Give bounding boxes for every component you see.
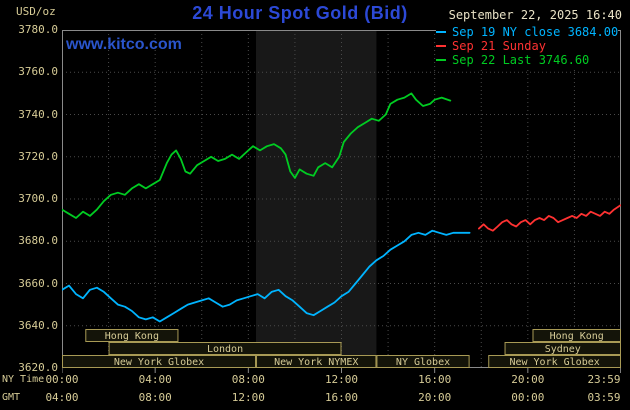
kitco-website-link[interactable]: www.kitco.com [66, 36, 182, 53]
y-tick-label: 3640.0 [18, 318, 58, 332]
y-tick-label: 3620.0 [18, 361, 58, 374]
x-tick-label-gmt: 08:00 [138, 391, 172, 404]
y-axis-units-label: USD/oz [16, 5, 56, 18]
legend-item-sep22: Sep 22 Last 3746.60 [436, 53, 619, 67]
y-tick-label: 3660.0 [18, 276, 58, 290]
y-tick-label: 3720.0 [18, 149, 58, 163]
session-box-new-york-globex [62, 355, 257, 368]
session-label-london: London [207, 344, 243, 355]
y-tick-label: 3680.0 [18, 234, 58, 248]
session-box-london [108, 342, 342, 355]
x-tick-label-ny: 23:59 [587, 373, 621, 386]
legend-line-swatch-sep19 [436, 31, 446, 33]
nymex-session-band [256, 30, 377, 368]
legend-label-sep22: Sep 22 Last 3746.60 [452, 53, 590, 67]
legend-line-swatch-sep22 [436, 59, 446, 61]
x-tick-label-gmt: 20:00 [418, 391, 452, 404]
session-box-new-york-nymex [256, 355, 377, 368]
legend-label-sep19: Sep 19 NY close 3684.00 [452, 25, 619, 39]
x-tick-label-ny: 04:00 [138, 373, 172, 386]
series-line-sep22-current [62, 92, 452, 219]
series-line-sep19-ny-close [62, 229, 471, 323]
price-chart-svg: Hong Kong Hong Kong London Sydney New York G… [62, 30, 621, 373]
session-box-new-york-globex [488, 355, 621, 368]
x-tick-label-gmt: 16:00 [324, 391, 359, 404]
x-tick-label-ny: 16:00 [418, 373, 452, 386]
y-tick-label: 3740.0 [18, 107, 58, 121]
session-label-new-york-globex: New York Globex [509, 357, 599, 368]
x-tick-label-ny: 20:00 [511, 373, 545, 386]
page-title: 24 Hour Spot Gold (Bid) [192, 3, 408, 23]
legend-item-sep19: Sep 19 NY close 3684.00 [436, 25, 619, 39]
chart-legend: Sep 19 NY close 3684.00 Sep 21 Sunday Se… [436, 25, 619, 67]
session-label-hong-kong: Hong Kong [550, 331, 604, 342]
series-line-sep21-sunday [477, 204, 621, 232]
session-label-hong-kong: Hong Kong [105, 331, 159, 342]
session-label-sydney: Sydney [545, 344, 581, 355]
legend-line-swatch-sep21 [436, 45, 446, 47]
x-tick-label-gmt: 00:00 [511, 391, 545, 404]
y-tick-label: 3760.0 [18, 65, 58, 79]
session-label-new-york-nymex: New York NYMEX [274, 357, 358, 368]
session-box-sydney [504, 342, 621, 355]
y-tick-label: 3700.0 [18, 192, 58, 205]
chart-datetime: September 22, 2025 16:40 [448, 8, 622, 22]
x-axis-row-label-ny-time: NY Time [2, 374, 45, 385]
x-tick-label-gmt: 03:59 [587, 391, 621, 404]
session-label-new-york-globex: New York Globex [114, 357, 204, 368]
x-tick-label-ny: 08:00 [231, 373, 265, 386]
x-tick-label-gmt: 12:00 [231, 391, 265, 404]
x-axis-row-label-gmt: GMT [2, 392, 21, 403]
y-tick-label: 3780.0 [18, 23, 58, 36]
session-box-ny-globex [376, 355, 470, 368]
x-tick-label-ny: 12:00 [324, 373, 359, 386]
session-box-hong-kong [532, 329, 621, 342]
session-box-hong-kong [85, 329, 179, 342]
session-label-ny-globex: NY Globex [396, 357, 450, 368]
x-tick-label-ny: 00:00 [45, 373, 79, 386]
x-tick-label-gmt: 04:00 [45, 391, 79, 404]
legend-label-sep21: Sep 21 Sunday [452, 39, 546, 53]
legend-item-sep21: Sep 21 Sunday [436, 39, 619, 53]
